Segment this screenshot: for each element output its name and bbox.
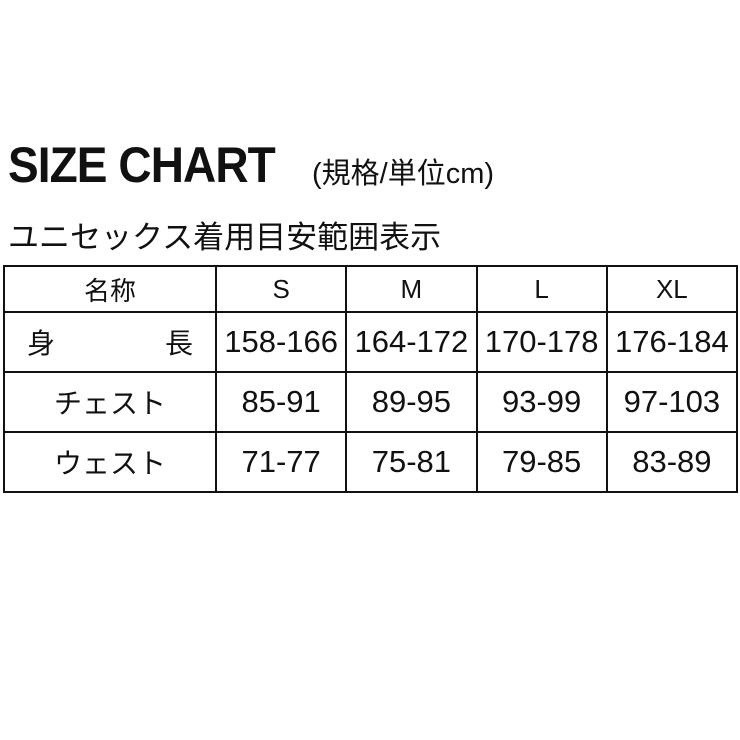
header-name: 名称 (3, 265, 217, 313)
cell: 93-99 (475, 371, 608, 433)
row-label: ウェスト (3, 431, 217, 493)
cell: 89-95 (345, 371, 478, 433)
cell: 170-178 (475, 311, 608, 373)
subtitle: ユニセックス着用目安範囲表示 (8, 220, 442, 255)
cell: 158-166 (214, 311, 348, 373)
cell: 97-103 (605, 371, 739, 433)
cell: 75-81 (345, 431, 478, 493)
header-s: S (214, 265, 348, 313)
unit-note: (規格/単位cm) (312, 158, 495, 190)
table-row: ウェスト 71-77 75-81 79-85 83-89 (3, 431, 739, 493)
header-l: L (475, 265, 608, 313)
cell: 85-91 (214, 371, 348, 433)
table-row: チェスト 85-91 89-95 93-99 97-103 (3, 371, 739, 433)
cell: 71-77 (214, 431, 348, 493)
cell: 164-172 (345, 311, 478, 373)
page-title: SIZE CHART (8, 137, 276, 193)
row-label: 身 長 (3, 311, 217, 373)
header-m: M (345, 265, 478, 313)
size-table: 名称 S M L XL 身 長 158-166 164-172 170-178 … (3, 265, 739, 493)
cell: 79-85 (475, 431, 608, 493)
cell: 176-184 (605, 311, 739, 373)
table-header-row: 名称 S M L XL (3, 265, 739, 313)
table-row: 身 長 158-166 164-172 170-178 176-184 (3, 311, 739, 373)
header-xl: XL (605, 265, 739, 313)
cell: 83-89 (605, 431, 739, 493)
row-label: チェスト (3, 371, 217, 433)
